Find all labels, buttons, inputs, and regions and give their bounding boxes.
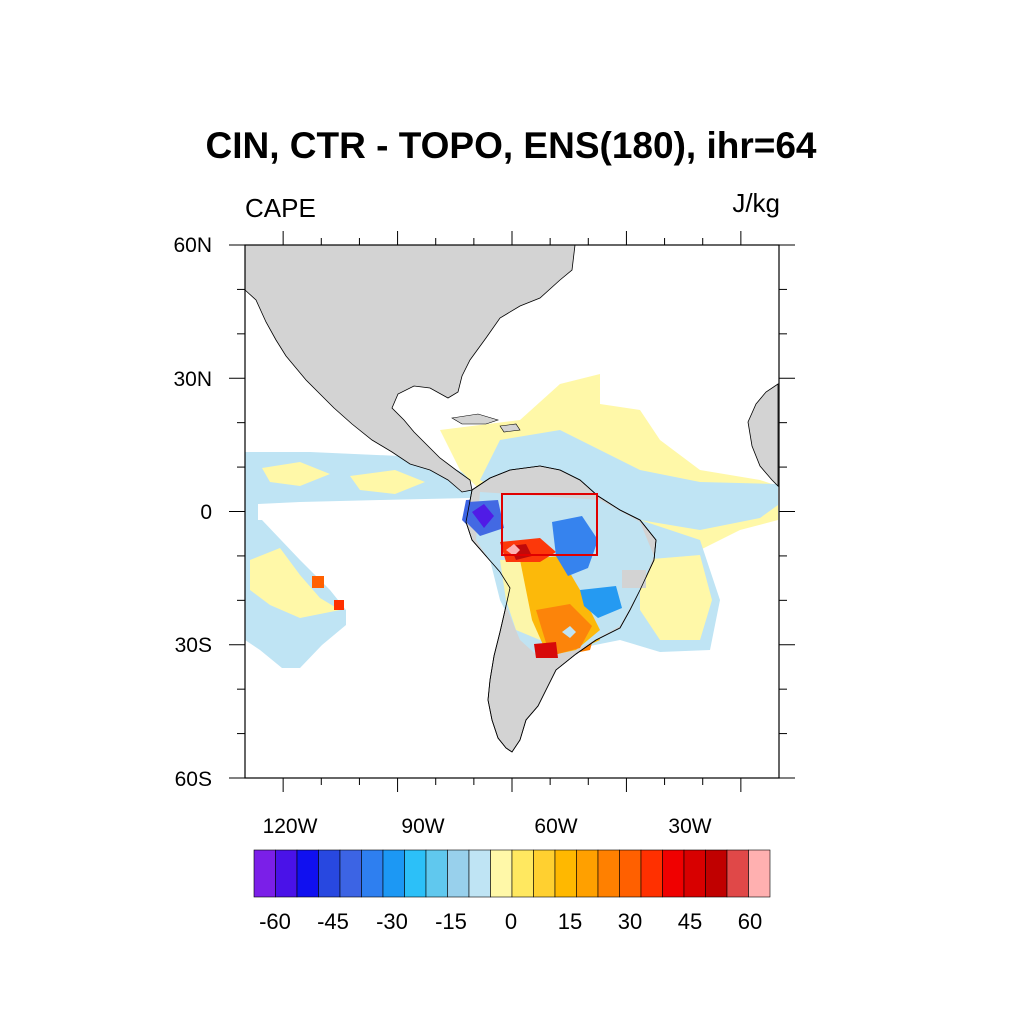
south-america-field-yellow — [640, 555, 712, 640]
units-label: J/kg — [732, 188, 780, 218]
colorbar-swatch — [468, 849, 491, 898]
sa-land-gray-box — [622, 570, 646, 588]
colorbar-swatch — [748, 849, 771, 898]
colorbar-swatch — [447, 849, 470, 898]
data-field-over-land — [464, 492, 654, 658]
colorbar-label: 45 — [678, 909, 702, 934]
colorbar-swatch — [705, 849, 728, 898]
colorbar-swatch — [619, 849, 642, 898]
se-pacific-red2 — [334, 600, 344, 610]
analysis-region-box — [501, 493, 598, 556]
lat-label-30n: 30N — [173, 368, 212, 391]
colorbar-label: -45 — [317, 909, 349, 934]
colorbar-swatch — [339, 849, 362, 898]
colorbar-swatch — [640, 849, 663, 898]
colorbar-label: 30 — [618, 909, 642, 934]
sa-land-amazon-blue — [552, 516, 598, 576]
lon-label-120w: 120W — [263, 815, 318, 838]
lon-label-60w: 60W — [534, 815, 577, 838]
colorbar-swatch — [253, 849, 276, 898]
colorbar-label: 0 — [505, 909, 517, 934]
colorbar-swatch — [404, 849, 427, 898]
colorbar-swatch — [361, 849, 384, 898]
colorbar-label: 60 — [738, 909, 762, 934]
lat-label-30s: 30S — [175, 634, 212, 657]
pacific-band-yellow — [262, 462, 330, 486]
se-pacific-patch-yellow — [250, 548, 340, 618]
axis-ticks — [229, 231, 795, 792]
map-panel — [244, 244, 780, 779]
colorbar-swatch — [726, 849, 749, 898]
land-cuba — [451, 413, 499, 425]
colorbar-swatch — [597, 849, 620, 898]
colorbar-swatch — [425, 849, 448, 898]
colorbar-swatch — [275, 849, 298, 898]
colorbar-swatch — [382, 849, 405, 898]
land-greenland-africa-east — [747, 383, 779, 487]
colorbar-swatch — [576, 849, 599, 898]
colorbar-swatch — [511, 849, 534, 898]
colorbar-swatch — [490, 849, 513, 898]
lat-label-60n: 60N — [173, 234, 212, 257]
chart-title: CIN, CTR - TOPO, ENS(180), ihr=64 — [206, 125, 817, 166]
lon-label-30w: 30W — [668, 815, 711, 838]
land-hispaniola — [499, 423, 521, 433]
colorbar-swatch — [318, 849, 341, 898]
sa-land-pink — [506, 544, 520, 556]
se-pacific-red — [312, 576, 324, 588]
colorbar-swatch — [554, 849, 577, 898]
lon-label-90w: 90W — [401, 815, 444, 838]
land-north-america — [244, 244, 576, 493]
lat-label-eq: 0 — [200, 501, 212, 524]
colorbar-label: -30 — [376, 909, 408, 934]
colorbar-swatch — [683, 849, 706, 898]
atlantic-band-blue — [480, 430, 778, 530]
sa-land-mid-blue — [580, 586, 622, 618]
colorbar-label: -60 — [259, 909, 291, 934]
sa-land-south-cyan-spot — [562, 626, 576, 638]
colorbar-label: 15 — [558, 909, 582, 934]
colorbar-labels: -60 -45 -30 -15 0 15 30 45 60 — [259, 909, 762, 934]
colorbar-swatch — [296, 849, 319, 898]
sa-land-purple-core — [472, 504, 494, 528]
lat-label-60s: 60S — [175, 768, 212, 791]
colorbar-swatch — [533, 849, 556, 898]
left-subtitle: CAPE — [245, 193, 316, 223]
pacific-band-yellow2 — [350, 470, 425, 494]
colorbar — [253, 849, 771, 898]
colorbar-label: -15 — [435, 909, 467, 934]
colorbar-swatch — [662, 849, 685, 898]
sa-land-south-darkred — [534, 642, 558, 658]
